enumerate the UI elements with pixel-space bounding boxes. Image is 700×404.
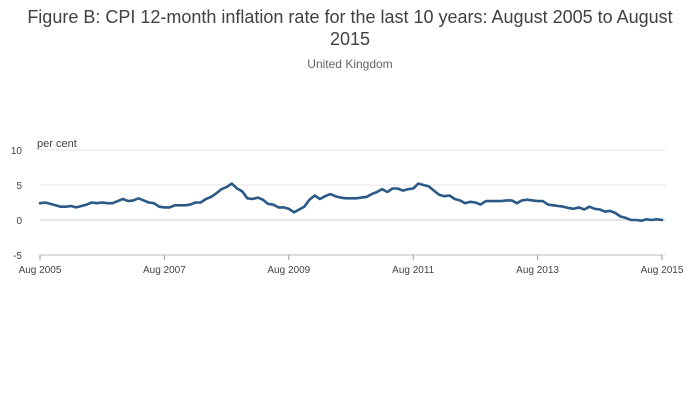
y-tick-label: -5	[13, 251, 22, 262]
y-axis: 10 5 0 -5	[11, 146, 23, 262]
y-tick-label: 10	[11, 146, 23, 157]
y-tick-label: 0	[16, 216, 22, 227]
x-tick-label: Aug 2009	[267, 265, 310, 276]
series-line-0	[38, 182, 664, 222]
x-tick-label: Aug 2015	[641, 265, 684, 276]
series-layer	[38, 182, 664, 222]
x-tick-label: Aug 2013	[516, 265, 559, 276]
y-tick-label: 5	[16, 181, 22, 192]
x-axis: Aug 2005 Aug 2007 Aug 2009 Aug 2011 Aug 2013…	[19, 254, 684, 276]
x-tick-label: Aug 2007	[143, 265, 186, 276]
gridlines	[40, 149, 666, 256]
x-tick-label: Aug 2011	[392, 265, 435, 276]
chart-title: Figure B: CPI 12-month inflation rate fo…	[27, 7, 673, 49]
y-axis-unit-label: per cent	[37, 138, 77, 150]
x-tick-label: Aug 2005	[19, 265, 62, 276]
chart-subtitle: United Kingdom	[307, 57, 393, 71]
